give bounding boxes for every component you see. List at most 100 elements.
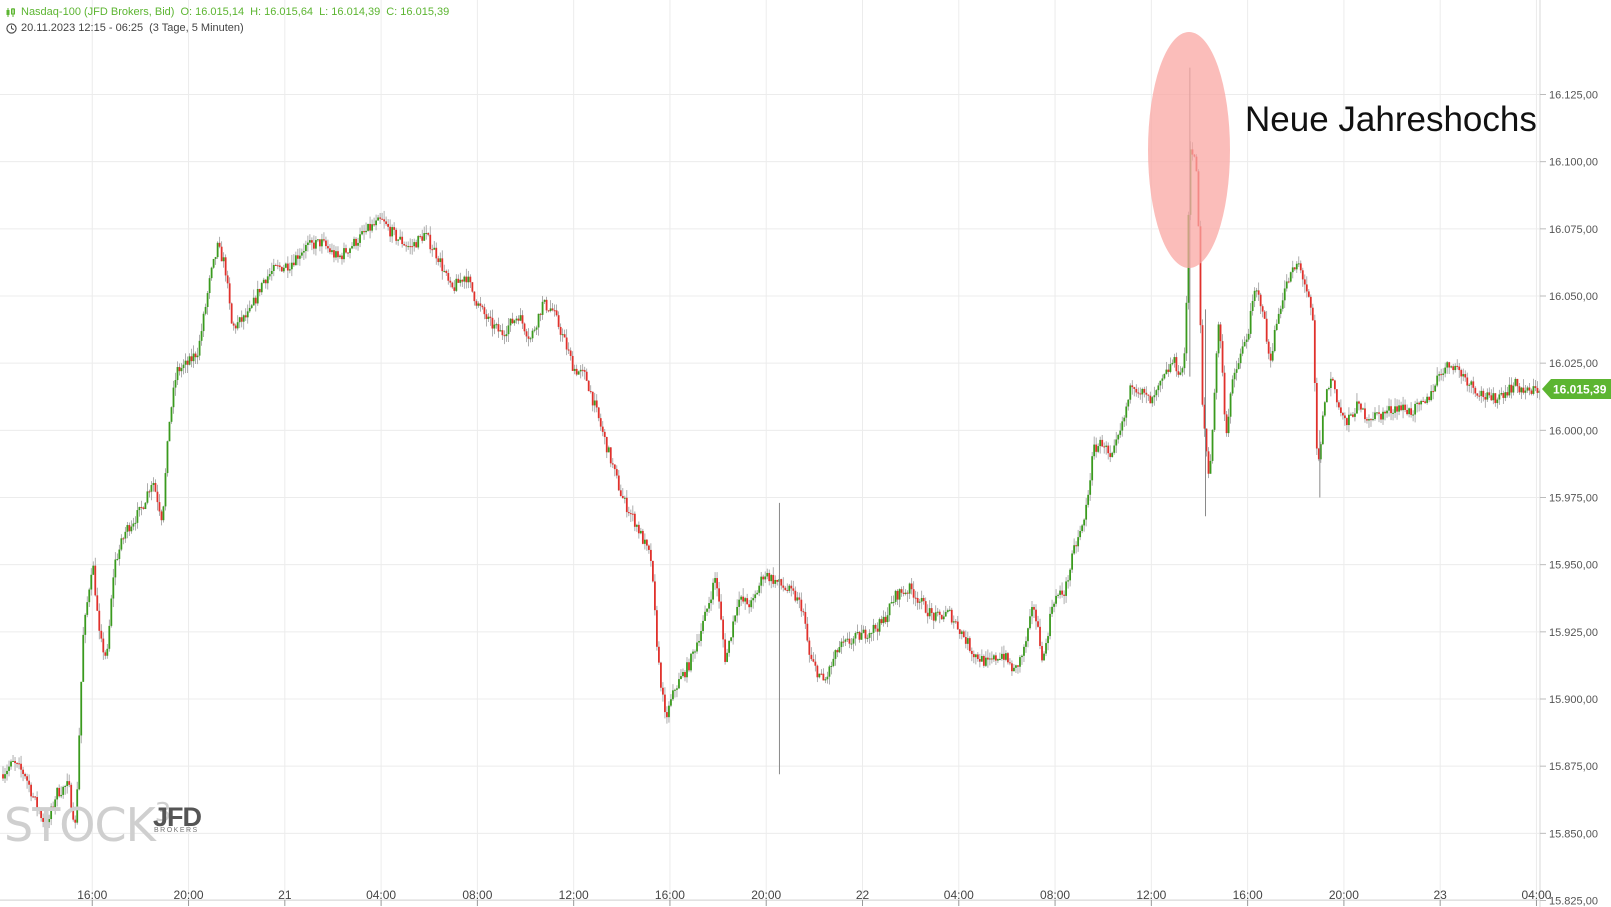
candle-body — [180, 368, 183, 372]
candle-body — [100, 630, 103, 639]
candle-body — [311, 240, 313, 243]
candle-body — [417, 236, 420, 248]
candle-body — [317, 239, 319, 241]
candle-body — [569, 350, 572, 356]
candle-body — [1271, 351, 1274, 361]
candle-body — [1135, 388, 1138, 393]
candle-body — [371, 224, 373, 231]
candle-body — [706, 608, 708, 612]
candle-body — [539, 313, 542, 315]
stock3-watermark: STOCK3 — [4, 797, 171, 852]
candle-body — [1530, 390, 1533, 394]
candle-body — [1458, 366, 1461, 371]
candle-body — [1452, 366, 1455, 371]
candle-body — [1504, 392, 1507, 398]
candle-body — [1105, 445, 1108, 447]
x-tick-label: 23 — [1434, 888, 1448, 902]
candle-body — [1315, 383, 1318, 449]
candle-body — [150, 485, 153, 492]
candle-body — [1462, 374, 1465, 377]
candle-body — [473, 291, 476, 302]
candle-body — [282, 267, 285, 272]
candle-body — [660, 662, 662, 688]
candle-body — [405, 245, 408, 247]
candle-body — [1183, 353, 1186, 369]
candle-body — [58, 787, 61, 797]
candle-body — [184, 360, 187, 365]
candle-body — [742, 596, 745, 602]
candle-body — [1281, 300, 1284, 309]
candle-body — [1299, 263, 1302, 271]
candle-body — [160, 511, 163, 521]
candle-body — [1370, 419, 1372, 421]
candle-body — [870, 632, 873, 634]
candle-body — [401, 236, 404, 245]
candle-body — [1217, 324, 1220, 354]
candle-body — [684, 672, 686, 678]
candle-body — [154, 482, 157, 492]
candle-body — [377, 217, 379, 221]
candle-body — [122, 538, 125, 540]
candle-body — [834, 650, 837, 659]
candle-body — [1245, 339, 1248, 342]
candle-body — [956, 621, 959, 630]
candle-body — [930, 608, 933, 613]
candle-body — [762, 576, 765, 580]
candle-body — [1121, 421, 1124, 431]
candle-body — [1075, 545, 1078, 547]
candle-body — [88, 589, 91, 603]
candle-body — [964, 637, 967, 644]
candle-body — [1141, 388, 1144, 395]
candle-body — [954, 621, 957, 623]
candle-body — [26, 776, 28, 781]
candle-body — [296, 255, 299, 259]
x-tick-label: 16:00 — [655, 888, 685, 902]
candle-body — [922, 597, 925, 602]
candle-body — [1153, 395, 1156, 398]
candle-body — [337, 251, 339, 258]
candle-body — [878, 619, 881, 632]
candle-body — [331, 250, 333, 253]
candle-body — [244, 315, 247, 318]
candle-body — [399, 236, 402, 240]
candle-body — [240, 317, 243, 322]
candle-body — [756, 592, 759, 595]
candle-body — [1279, 308, 1282, 314]
candle-body — [1394, 406, 1396, 413]
y-tick-label: 15.900,00 — [1549, 694, 1598, 706]
candle-body — [734, 615, 737, 622]
candle-body — [692, 651, 694, 654]
candle-body — [999, 658, 1001, 660]
candle-body — [443, 270, 446, 272]
candle-body — [609, 447, 612, 464]
candle-body — [601, 426, 604, 432]
candle-body — [258, 288, 261, 293]
candle-body — [920, 597, 923, 602]
candle-body — [421, 236, 424, 241]
candle-body — [611, 463, 614, 465]
candle-body — [828, 666, 831, 677]
candle-body — [649, 549, 652, 561]
candle-body — [656, 610, 658, 647]
candle-body — [1392, 412, 1394, 414]
candle-body — [623, 497, 626, 499]
jfd-logo-subtitle: BROKERS — [154, 827, 199, 834]
candle-body — [114, 559, 117, 578]
candle-body — [1297, 263, 1300, 265]
candle-body — [1093, 444, 1096, 457]
candle-body — [758, 585, 761, 593]
candle-body — [1127, 399, 1130, 407]
candle-body — [391, 227, 394, 237]
candle-body — [264, 279, 267, 284]
candle-body — [1181, 368, 1184, 373]
candle-body — [230, 303, 233, 324]
instrument-name: Nasdaq-100 (JFD Brokers, Bid) — [21, 6, 175, 18]
candle-body — [1015, 665, 1017, 668]
candle-body — [643, 539, 646, 544]
candle-body — [716, 578, 718, 589]
candle-body — [732, 621, 735, 638]
candle-body — [1468, 384, 1471, 386]
candle-body — [1482, 390, 1485, 398]
candle-body — [369, 223, 371, 231]
y-axis: 15.825,00 15.850,00 15.875,00 15.900,00 15.9… — [1539, 0, 1598, 907]
